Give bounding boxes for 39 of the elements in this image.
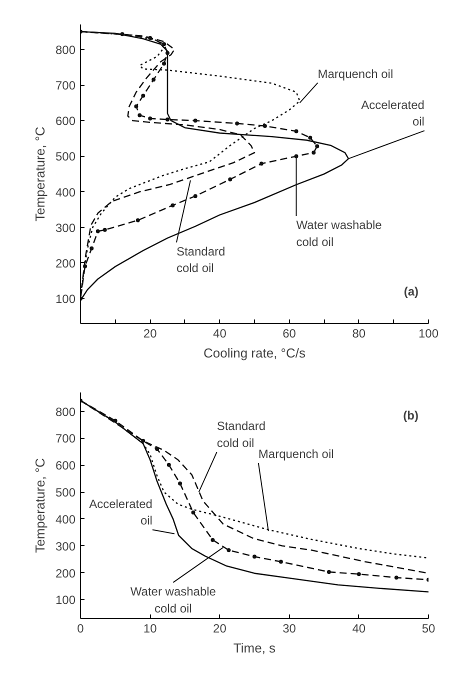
- y-tick-label: 800: [55, 404, 76, 419]
- y-tick-label: 500: [55, 150, 76, 164]
- y-axis-title: Temperature, °C: [32, 458, 48, 553]
- y-tick-label: 700: [55, 432, 76, 446]
- y-tick-label: 200: [55, 566, 76, 580]
- x-axis-title: Cooling rate, °C/s: [203, 346, 306, 360]
- x-tick-label: 80: [352, 326, 366, 340]
- annotation: Accelerated oil: [89, 496, 152, 528]
- annotation: Marquench oil: [318, 66, 394, 81]
- x-tick-label: 0: [77, 622, 84, 636]
- annotation: Water washable cold oil: [130, 584, 216, 616]
- x-tick-label: 30: [282, 622, 296, 636]
- y-tick-label: 400: [55, 512, 76, 526]
- y-tick-label: 700: [55, 78, 76, 93]
- y-tick-label: 600: [55, 114, 76, 128]
- x-axis-title: Time, s: [233, 640, 276, 656]
- x-tick-label: 60: [282, 326, 296, 340]
- x-tick-label: 20: [143, 326, 158, 340]
- y-tick-label: 800: [55, 42, 76, 57]
- y-tick-label: 600: [55, 458, 76, 473]
- annotation: Accelerated oil: [361, 98, 424, 129]
- x-tick-label: 10: [143, 622, 158, 636]
- y-tick-label: 100: [55, 292, 76, 306]
- x-tick-label: 100: [418, 326, 439, 340]
- y-tick-label: 100: [55, 593, 76, 608]
- x-tick-label: 20: [213, 622, 227, 636]
- annotation: (a): [404, 284, 419, 298]
- x-tick-label: 40: [352, 622, 366, 636]
- y-axis-title: Temperature, °C: [32, 126, 48, 222]
- annotation: Standard cold oil: [176, 244, 226, 276]
- y-tick-label: 200: [55, 256, 76, 270]
- x-tick-label: 50: [422, 622, 436, 636]
- x-tick-label: 40: [213, 326, 227, 340]
- y-tick-label: 500: [55, 486, 76, 500]
- y-tick-label: 300: [55, 220, 76, 235]
- y-tick-label: 300: [55, 539, 76, 554]
- annotation: Water washable cold oil: [296, 218, 382, 249]
- y-tick-label: 400: [55, 185, 76, 200]
- annotation: (b): [403, 408, 419, 422]
